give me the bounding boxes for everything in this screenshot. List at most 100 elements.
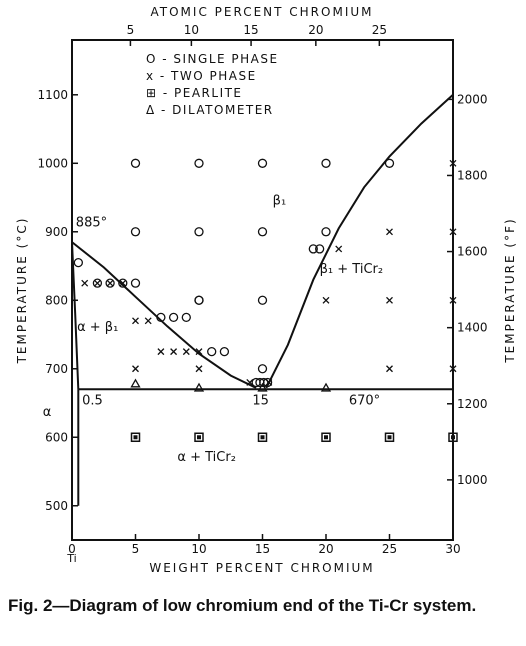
two-phase-point [106, 279, 114, 287]
single-phase-point [156, 312, 166, 323]
x-tick-label: 10 [191, 542, 206, 556]
two-phase-point [81, 279, 89, 287]
single-phase-point [73, 257, 83, 268]
two-phase-point [170, 348, 178, 356]
x-tick-label: 30 [445, 542, 460, 556]
y-tick-label: 600 [45, 430, 68, 444]
single-phase-point [257, 295, 268, 305]
two-phase-point [132, 365, 139, 373]
region-annotation: 0.5 [82, 393, 103, 408]
single-phase-point [257, 364, 268, 374]
two-phase-point [322, 296, 330, 304]
two-phase-point [449, 228, 457, 236]
two-phase-point [132, 317, 139, 325]
pearlite-point [194, 432, 204, 443]
two-phase-point [195, 365, 203, 373]
pearlite-point [448, 432, 458, 443]
pearlite-point [321, 432, 331, 443]
two-phase-point [449, 296, 457, 304]
two-phase-point [195, 348, 203, 356]
y-axis-label: TEMPERATURE (°C) [15, 217, 29, 365]
dilatometer-point [320, 382, 332, 392]
single-phase-point [257, 227, 268, 237]
right-y-axis-label: TEMPERATURE (°F) [503, 217, 517, 363]
dilatometer-point [130, 378, 141, 388]
right-tick-label: 2000 [457, 92, 488, 106]
right-tick-label: 1800 [457, 168, 488, 182]
two-phase-point [386, 228, 393, 236]
single-phase-point [194, 295, 204, 305]
region-annotation: 885° [76, 215, 107, 230]
single-phase-point [105, 278, 115, 288]
two-phase-point [335, 245, 343, 253]
pearlite-point [130, 432, 141, 443]
top-axis-label: ATOMIC PERCENT CHROMIUM [151, 5, 374, 19]
phase-boundary-line [265, 94, 454, 389]
top-tick-label: 25 [372, 23, 387, 37]
dilatometer-point [193, 382, 205, 392]
y-tick-label: 700 [45, 362, 68, 376]
two-phase-point [144, 317, 152, 325]
legend-entry: Δ - DILATOMETER [146, 103, 274, 117]
single-phase-point [118, 278, 128, 288]
single-phase-point [130, 227, 141, 237]
right-tick-label: 1000 [457, 473, 488, 487]
dilatometer-point [257, 382, 268, 392]
region-annotation: α + TiCr₂ [177, 450, 236, 465]
two-phase-point [449, 159, 457, 167]
x-tick-label: 20 [318, 542, 333, 556]
single-phase-point [168, 312, 179, 323]
region-annotation: α + β₁ [77, 320, 118, 335]
single-phase-point [194, 158, 204, 168]
x-tick-label: 15 [255, 542, 270, 556]
phase-diagram-chart: 0 5 10 15 20 25 30 500 600 700 800 900 1000 1100 5 10 15… [15, 5, 517, 575]
single-phase-point [130, 278, 141, 288]
region-annotation: α [43, 405, 52, 420]
y-tick-label: 1100 [37, 88, 68, 102]
pearlite-point [257, 432, 268, 443]
x-axis-label: WEIGHT PERCENT CHROMIUM [149, 561, 374, 575]
single-phase-point [130, 158, 141, 168]
single-phase-point [384, 158, 395, 168]
pearlite-point [384, 432, 395, 443]
right-tick-label: 1400 [457, 321, 488, 335]
two-phase-point [93, 279, 101, 287]
two-phase-point [157, 348, 165, 356]
single-phase-point [207, 346, 217, 357]
y-tick-label: 500 [45, 499, 68, 513]
region-annotation: 15 [252, 393, 269, 408]
x-tick-label: 0 [68, 542, 76, 556]
two-phase-point [265, 379, 273, 386]
y-tick-label: 1000 [37, 156, 68, 170]
single-phase-point [262, 377, 273, 388]
two-phase-point [386, 365, 393, 373]
figure-caption: Fig. 2—Diagram of low chromium end of th… [8, 596, 477, 615]
right-tick-label: 1200 [457, 397, 488, 411]
two-phase-point [449, 365, 457, 373]
x-axis-origin-sublabel: Ti [66, 552, 76, 565]
single-phase-point [314, 244, 325, 254]
top-tick-label: 20 [308, 23, 323, 37]
y-tick-label: 900 [45, 225, 68, 239]
right-tick-label: 1600 [457, 245, 488, 259]
two-phase-point [119, 279, 127, 287]
single-phase-point [308, 244, 318, 254]
legend-entry: ⊞ - PEARLITE [146, 86, 243, 100]
single-phase-point [257, 158, 268, 168]
legend-entry: O - SINGLE PHASE [146, 52, 279, 66]
two-phase-point [246, 379, 254, 386]
x-tick-label: 25 [382, 542, 397, 556]
two-phase-point [182, 348, 190, 356]
single-phase-point [321, 158, 331, 168]
region-annotation: 670° [349, 393, 380, 408]
single-phase-point [181, 312, 191, 323]
single-phase-point [194, 227, 204, 237]
single-phase-point [321, 227, 331, 237]
two-phase-point [386, 296, 393, 304]
phase-boundary-line [71, 241, 257, 389]
top-tick-label: 15 [243, 23, 258, 37]
x-tick-label: 5 [132, 542, 140, 556]
single-phase-point [92, 278, 103, 288]
y-tick-label: 800 [45, 293, 68, 307]
legend-entry: x - TWO PHASE [146, 69, 257, 83]
